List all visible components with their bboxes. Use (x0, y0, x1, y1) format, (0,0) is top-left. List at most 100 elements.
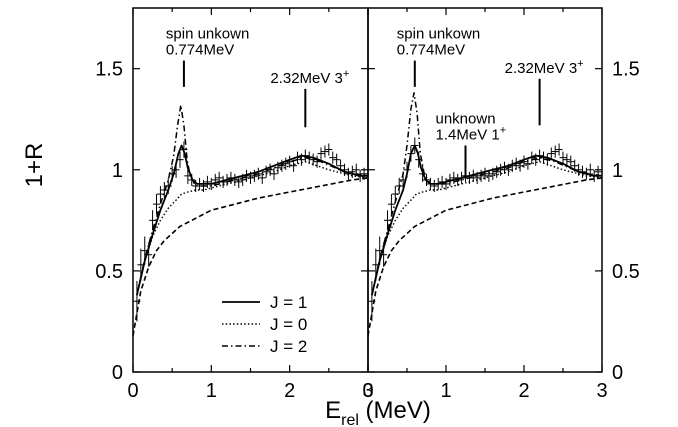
data-point (485, 169, 493, 182)
data-point (536, 149, 544, 162)
data-point (481, 167, 489, 180)
data-point (532, 153, 540, 166)
data-point (250, 169, 258, 182)
data-point (442, 177, 450, 190)
data-point (294, 151, 301, 164)
data-point (438, 175, 446, 188)
data-point (590, 169, 598, 182)
data-point (594, 165, 602, 178)
data-point (286, 155, 294, 168)
data-point (274, 161, 282, 174)
data-point (196, 177, 204, 190)
data-point (411, 137, 419, 154)
data-point (344, 167, 352, 180)
x-tick-label: 1 (206, 380, 217, 402)
data-point (254, 167, 262, 180)
data-point (465, 171, 473, 184)
data-point (243, 169, 251, 182)
x-tick-label: 3 (362, 380, 373, 402)
x-axis-title: Erel (MeV) (325, 397, 431, 427)
annotation-label: 0.774MeV (397, 42, 465, 59)
data-point (395, 177, 403, 195)
series-dashed (132, 177, 369, 336)
data-point (305, 151, 313, 164)
data-point (434, 177, 442, 190)
annotation-label: unknown (436, 111, 496, 128)
data-point (137, 248, 145, 281)
data-point (419, 165, 427, 182)
series-dotted (136, 161, 369, 296)
data-point (508, 159, 516, 172)
data-point (188, 173, 196, 186)
data-point (211, 173, 219, 186)
data-point (399, 171, 407, 188)
data-point (247, 171, 254, 184)
data-point (239, 173, 247, 186)
data-point (387, 194, 395, 215)
data-point (184, 167, 192, 184)
legend: J = 1 J = 0 J = 2 (222, 293, 307, 356)
data-point (504, 163, 512, 176)
data-point (540, 151, 547, 164)
data-point (571, 159, 579, 172)
data-point (376, 236, 384, 265)
data-point (317, 147, 325, 160)
x-axis-title-sub: rel (341, 412, 359, 427)
data-point (384, 210, 391, 231)
data-point (203, 175, 211, 188)
y-tick-label: 1 (112, 160, 123, 182)
annotation-label: spin unkown (166, 26, 249, 43)
y-tick-label: 0 (112, 362, 123, 384)
y-tick-label-right: 0.5 (612, 261, 640, 283)
data-point (469, 169, 477, 182)
data-point (512, 157, 520, 170)
x-tick-label: 2 (518, 380, 529, 402)
data-point (223, 173, 231, 186)
data-point (192, 179, 200, 193)
data-point (160, 181, 168, 199)
data-point (493, 165, 501, 178)
data-point (497, 163, 505, 176)
data-point (446, 173, 454, 186)
x-tick-label: 0 (362, 380, 373, 402)
y-tick-label-right: 1.5 (612, 59, 640, 81)
x-axis-title-unit: (MeV) (359, 397, 431, 424)
annotation-label: spin unkown (397, 26, 480, 43)
data-point (450, 171, 458, 184)
data-point (282, 157, 290, 170)
data-point (235, 175, 243, 188)
data-point (352, 163, 360, 176)
data-point (145, 242, 153, 267)
y-tick-label: 0.5 (95, 261, 123, 283)
annotation-label: 2.32MeV 3+ (270, 68, 349, 87)
data-point (156, 185, 164, 203)
data-point (207, 177, 215, 190)
annotation-label: 1.4MeV 1+ (436, 125, 507, 144)
data-point (543, 153, 551, 166)
data-point (164, 177, 172, 195)
data-point (215, 171, 223, 184)
data-point (301, 149, 309, 162)
annotation-superscript: + (577, 58, 583, 70)
y-tick-label-right: 1 (612, 160, 623, 182)
x-axis-title-main: E (325, 397, 341, 424)
data-point (348, 165, 356, 178)
data-point (426, 177, 434, 190)
data-point (579, 165, 586, 178)
data-point (372, 248, 380, 281)
x-tick-label: 0 (127, 380, 138, 402)
x-tick-label: 1 (440, 380, 451, 402)
data-point (133, 281, 141, 322)
legend-label: J = 0 (270, 315, 307, 334)
data-point (473, 171, 481, 184)
data-point (415, 151, 423, 168)
data-point (141, 236, 149, 265)
annotation-label: 2.32MeV 3+ (505, 58, 584, 77)
data-point (407, 145, 415, 162)
legend-label: J = 2 (270, 337, 307, 356)
data-point (176, 151, 184, 168)
data-point (329, 151, 337, 164)
series-dashdot (136, 104, 369, 296)
data-point (360, 167, 368, 180)
